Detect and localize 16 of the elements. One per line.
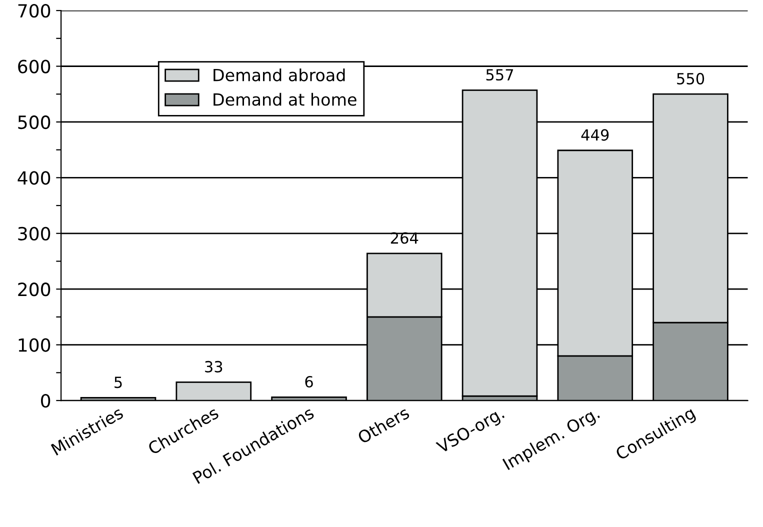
y-tick-label: 0 [41,394,50,408]
total-label: 6 [305,376,313,388]
y-tick-label: 500 [18,115,50,130]
y-tick-label: 300 [18,226,50,240]
legend-label: Demand at home [214,92,356,106]
y-tick-label: 400 [18,171,50,185]
total-label: 33 [205,360,222,372]
total-label: 557 [486,69,514,81]
total-label: 5 [114,376,122,388]
y-tick-label: 100 [18,338,50,352]
y-tick-label: 200 [18,282,50,296]
legend-label: Demand abroad [214,68,345,82]
y-tick-label: 700 [18,4,50,18]
total-label: 449 [581,129,609,141]
y-tick-label: 600 [18,60,50,74]
total-label: 550 [677,72,704,84]
